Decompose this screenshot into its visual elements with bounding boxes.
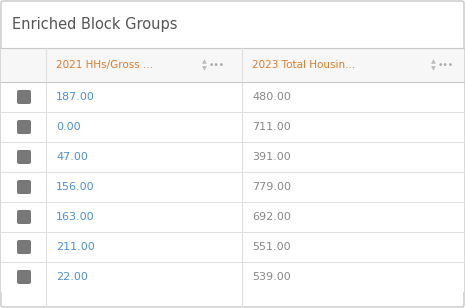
Text: 187.00: 187.00 — [56, 92, 95, 102]
Text: 2023 Total Housin...: 2023 Total Housin... — [252, 60, 355, 70]
Text: ▼: ▼ — [202, 66, 206, 71]
FancyBboxPatch shape — [17, 180, 31, 194]
FancyBboxPatch shape — [17, 240, 31, 254]
Text: 711.00: 711.00 — [252, 122, 291, 132]
Text: 2021 HHs/Gross ...: 2021 HHs/Gross ... — [56, 60, 153, 70]
Text: •••: ••• — [438, 60, 454, 70]
Text: 22.00: 22.00 — [56, 272, 88, 282]
Text: 391.00: 391.00 — [252, 152, 291, 162]
Text: 163.00: 163.00 — [56, 212, 94, 222]
Text: 539.00: 539.00 — [252, 272, 291, 282]
Text: 211.00: 211.00 — [56, 242, 95, 252]
Text: 156.00: 156.00 — [56, 182, 94, 192]
Text: 0.00: 0.00 — [56, 122, 80, 132]
FancyBboxPatch shape — [17, 270, 31, 284]
Text: 779.00: 779.00 — [252, 182, 291, 192]
Bar — [1, 232, 464, 262]
Text: ▲: ▲ — [431, 59, 435, 64]
Text: •••: ••• — [209, 60, 225, 70]
Bar — [1, 82, 464, 112]
Bar — [1, 142, 464, 172]
Bar — [1, 112, 464, 142]
FancyBboxPatch shape — [17, 150, 31, 164]
Text: 47.00: 47.00 — [56, 152, 88, 162]
Bar — [1, 262, 464, 292]
Text: 551.00: 551.00 — [252, 242, 291, 252]
Bar — [1, 48, 464, 82]
Text: 480.00: 480.00 — [252, 92, 291, 102]
FancyBboxPatch shape — [17, 90, 31, 104]
FancyBboxPatch shape — [17, 210, 31, 224]
Text: ▲: ▲ — [202, 59, 206, 64]
Text: Enriched Block Groups: Enriched Block Groups — [12, 17, 178, 31]
Bar — [1, 202, 464, 232]
FancyBboxPatch shape — [17, 120, 31, 134]
Bar — [1, 172, 464, 202]
Text: ▼: ▼ — [431, 66, 435, 71]
Text: 692.00: 692.00 — [252, 212, 291, 222]
